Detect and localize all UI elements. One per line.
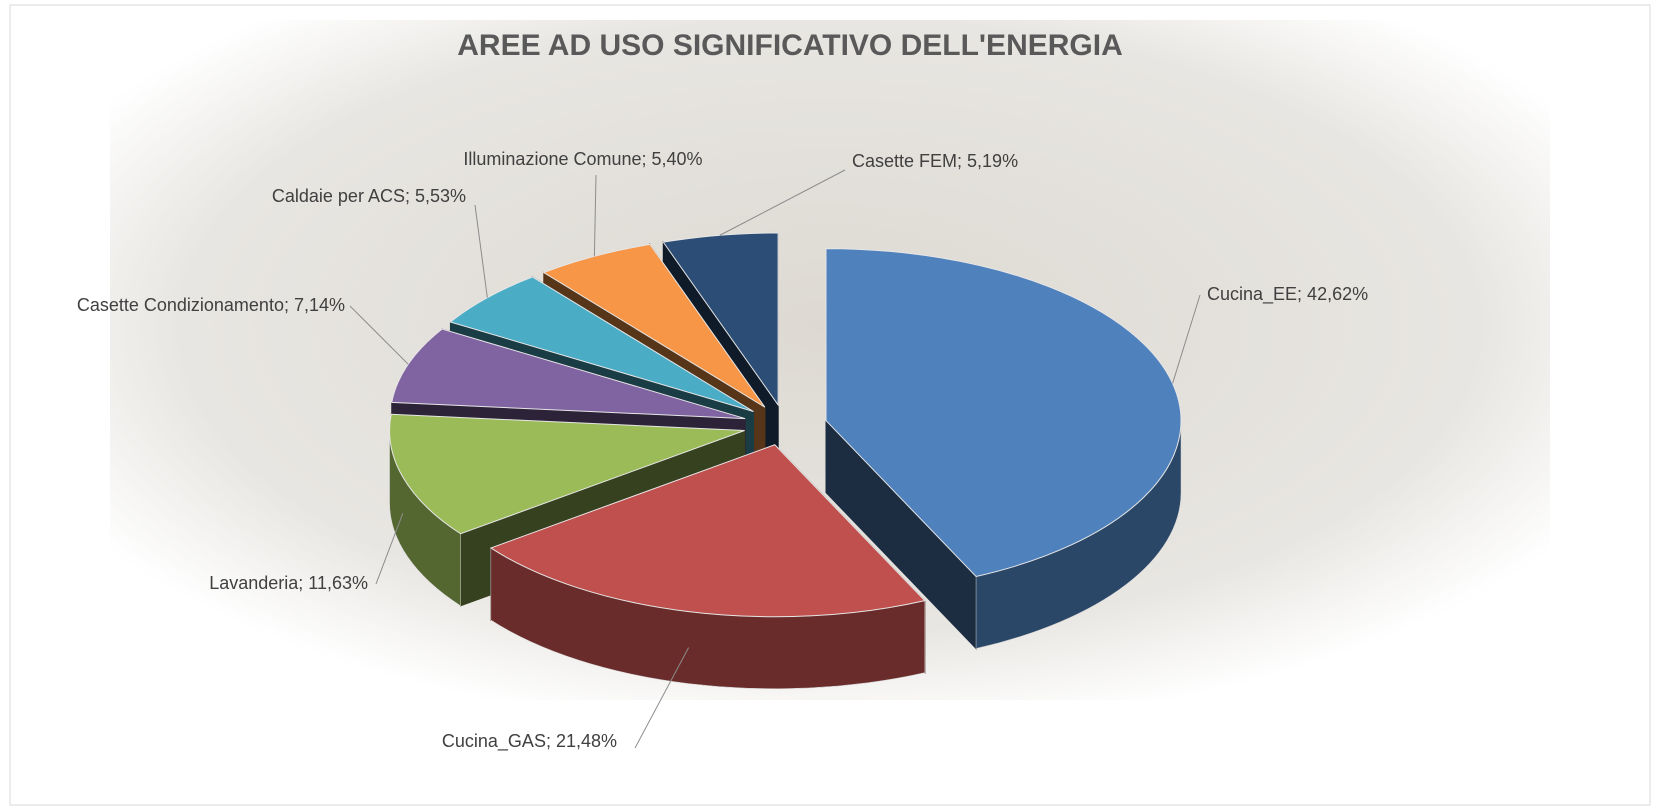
data-label: Illuminazione Comune; 5,40% xyxy=(463,149,702,169)
data-label: Lavanderia; 11,63% xyxy=(209,573,368,593)
data-label: Cucina_GAS; 21,48% xyxy=(442,731,617,752)
chart: AREE AD USO SIGNIFICATIVO DELL'ENERGIA C… xyxy=(0,0,1657,809)
data-label: Casette FEM; 5,19% xyxy=(852,151,1018,171)
data-label: Caldaie per ACS; 5,53% xyxy=(272,186,466,206)
chart-title: AREE AD USO SIGNIFICATIVO DELL'ENERGIA xyxy=(457,29,1123,62)
data-label: Casette Condizionamento; 7,14% xyxy=(77,295,345,315)
data-label: Cucina_EE; 42,62% xyxy=(1207,284,1368,305)
